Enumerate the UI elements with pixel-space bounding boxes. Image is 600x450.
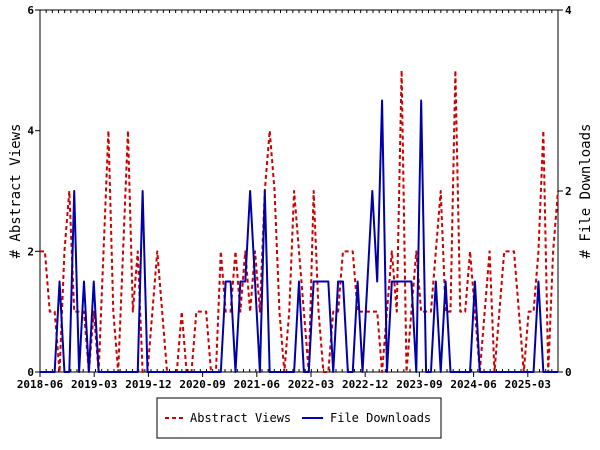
left-y-tick-label: 2 (27, 245, 34, 258)
left-y-axis: 0 2 4 6 (27, 4, 40, 379)
right-axis-title: # File Downloads (578, 124, 594, 259)
left-axis-title: # Abstract Views (8, 124, 24, 259)
x-axis-ticks: 2018-06 2019-03 2019-12 2020-09 2021-06 2022-… (17, 372, 551, 391)
x-tick-label: 2022-12 (342, 378, 388, 391)
right-y-tick-label: 0 (565, 366, 572, 379)
x-tick-label: 2019-03 (71, 378, 117, 391)
right-y-axis: 0 2 4 (558, 4, 572, 379)
series-line-file-downloads (40, 99, 558, 373)
legend-label-file-downloads: File Downloads (330, 411, 431, 425)
x-minor-ticks (39, 10, 559, 372)
series-layer (40, 69, 559, 373)
x-tick-label: 2019-12 (125, 378, 171, 391)
plot-area (39, 9, 559, 373)
legend: Abstract Views File Downloads (156, 397, 442, 439)
x-tick-label: 2020-09 (179, 378, 225, 391)
legend-box (156, 397, 442, 439)
left-y-tick-label: 6 (27, 4, 34, 17)
x-tick-label: 2021-06 (234, 378, 281, 391)
x-tick-label: 2023-09 (396, 378, 442, 391)
series-line-abstract-views (40, 69, 559, 373)
left-y-tick-label: 0 (27, 366, 34, 379)
left-y-tick-label: 4 (27, 125, 34, 138)
x-tick-label: 2022-03 (288, 378, 334, 391)
x-tick-label: 2024-06 (450, 378, 497, 391)
x-tick-label: 2018-06 (17, 378, 64, 391)
right-y-tick-label: 2 (565, 185, 572, 198)
legend-label-abstract-views: Abstract Views (190, 411, 291, 425)
x-tick-label: 2025-03 (505, 378, 551, 391)
right-y-tick-label: 4 (565, 4, 572, 17)
